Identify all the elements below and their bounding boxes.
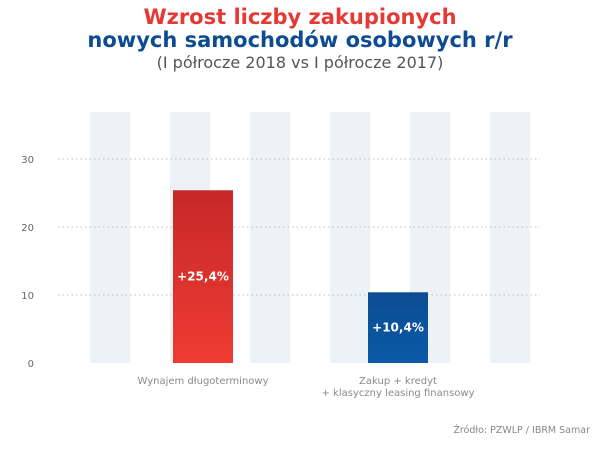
bar bbox=[173, 190, 233, 363]
chart-title-line1: Wzrost liczby zakupionych bbox=[143, 5, 457, 29]
category-label: Zakup + kredyt bbox=[359, 376, 437, 387]
background-band bbox=[490, 112, 530, 363]
category-label: + klasyczny leasing finansowy bbox=[321, 388, 474, 399]
data-label: +10,4% bbox=[372, 321, 424, 335]
category-label: Wynajem długoterminowy bbox=[137, 376, 268, 387]
y-tick-label: 0 bbox=[28, 359, 34, 370]
category-labels: Wynajem długoterminowy Zakup + kredyt+ kl… bbox=[137, 376, 474, 399]
background-band bbox=[250, 112, 290, 363]
background-band bbox=[330, 112, 370, 363]
y-tick-label: 20 bbox=[21, 223, 34, 234]
bar bbox=[368, 292, 428, 363]
data-labels: +25,4% +10,4% bbox=[177, 270, 424, 335]
bars bbox=[173, 190, 428, 363]
source-note: Źródło: PZWLP / IBRM Samar bbox=[453, 425, 590, 436]
background-band bbox=[90, 112, 130, 363]
y-tick-label: 10 bbox=[21, 291, 34, 302]
y-axis-ticks: 0 10 20 30 bbox=[21, 155, 34, 370]
background-bands bbox=[90, 112, 530, 363]
gridlines bbox=[58, 158, 540, 296]
data-label: +25,4% bbox=[177, 270, 229, 284]
y-tick-label: 30 bbox=[21, 155, 34, 166]
chart-subtitle: (I półrocze 2018 vs I półrocze 2017) bbox=[156, 53, 444, 72]
chart-title-line2: nowych samochodów osobowych r/r bbox=[87, 28, 513, 52]
